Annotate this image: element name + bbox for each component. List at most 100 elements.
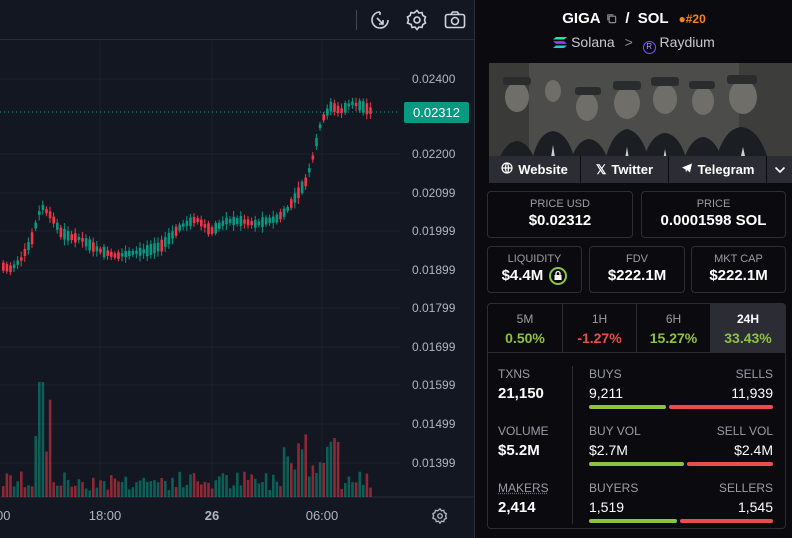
candle bbox=[178, 225, 181, 231]
candle bbox=[88, 239, 91, 250]
price-axis-label: 0.01999 bbox=[412, 224, 456, 238]
candle bbox=[236, 218, 239, 224]
time-axis-label: 00 bbox=[0, 508, 10, 523]
candle bbox=[366, 103, 369, 114]
tab-24h-label: 24H bbox=[711, 312, 785, 326]
candle bbox=[330, 102, 333, 112]
candlestick-chart[interactable]: 0.02400 0.02200 0.02099 0.01999 0.01899 0.017… bbox=[0, 41, 474, 538]
volume-bar bbox=[128, 489, 131, 497]
candle bbox=[99, 249, 102, 253]
candle bbox=[52, 217, 55, 224]
volume-bar bbox=[222, 473, 225, 497]
replay-icon[interactable] bbox=[368, 8, 392, 32]
volume-bar bbox=[297, 443, 300, 497]
volume-bar bbox=[319, 462, 322, 497]
volume-bar bbox=[81, 482, 84, 497]
mkt-cap-card: MKT CAP $222.1M bbox=[691, 246, 786, 293]
makers-value: 2,414 bbox=[498, 499, 536, 516]
candle bbox=[2, 263, 5, 271]
candle bbox=[211, 227, 214, 234]
more-links-button[interactable] bbox=[767, 156, 792, 183]
candle bbox=[117, 252, 120, 259]
sellers-label: SELLERS bbox=[719, 481, 773, 495]
candle bbox=[254, 220, 257, 228]
candle bbox=[286, 207, 289, 211]
volume-bar bbox=[272, 475, 275, 497]
tab-5m-label: 5M bbox=[488, 312, 562, 326]
buys-value: 9,211 bbox=[589, 385, 623, 401]
tab-24h[interactable]: 24H 33.43% bbox=[711, 304, 785, 352]
volume-bar bbox=[196, 481, 199, 497]
candle bbox=[81, 238, 84, 242]
buy-vol-value: $2.7M bbox=[589, 442, 628, 458]
gear-icon[interactable] bbox=[405, 8, 429, 32]
volume-bar bbox=[333, 438, 336, 497]
price-axis-label: 0.02400 bbox=[412, 72, 456, 86]
candle bbox=[182, 223, 185, 226]
volume-bar bbox=[157, 482, 160, 497]
candle bbox=[261, 217, 264, 227]
telegram-icon bbox=[681, 162, 693, 177]
price-usd-card: PRICE USD $0.02312 bbox=[487, 191, 633, 238]
chain-link[interactable]: Solana bbox=[571, 34, 615, 50]
buys-label: BUYS bbox=[589, 367, 622, 381]
volume-bar bbox=[265, 473, 268, 497]
candle bbox=[312, 155, 315, 159]
candle bbox=[344, 103, 347, 113]
candle bbox=[358, 101, 361, 111]
candle bbox=[214, 223, 217, 234]
volume-bar bbox=[304, 434, 307, 497]
tab-1h[interactable]: 1H -1.27% bbox=[563, 304, 637, 352]
volume-bar bbox=[340, 489, 343, 497]
candle bbox=[290, 199, 293, 208]
twitter-link[interactable]: 𝕏 Twitter bbox=[581, 156, 669, 183]
base-symbol: GIGA bbox=[562, 10, 600, 27]
candle bbox=[265, 218, 268, 225]
volume-bar bbox=[240, 485, 243, 497]
candle bbox=[92, 242, 95, 251]
volume-bar bbox=[204, 482, 207, 497]
price-native-label: PRICE bbox=[642, 198, 785, 210]
volume-bar bbox=[164, 481, 167, 497]
twitter-label: Twitter bbox=[611, 162, 653, 177]
volume-bar bbox=[186, 485, 189, 497]
volume-bar bbox=[110, 475, 113, 497]
volume-bar bbox=[290, 463, 293, 497]
candle bbox=[243, 220, 246, 224]
makers-label[interactable]: MAKERS bbox=[498, 481, 549, 495]
volume-bar bbox=[49, 400, 52, 497]
candle bbox=[351, 102, 354, 105]
copy-icon[interactable] bbox=[606, 11, 617, 28]
volume-bar bbox=[31, 486, 34, 497]
camera-icon[interactable] bbox=[443, 8, 467, 32]
candle bbox=[13, 264, 16, 268]
candle bbox=[355, 103, 358, 106]
volume-bar bbox=[322, 463, 325, 497]
chart-settings-icon[interactable] bbox=[431, 507, 449, 525]
candle bbox=[308, 168, 311, 172]
tab-5m[interactable]: 5M 0.50% bbox=[488, 304, 563, 352]
volume-bar bbox=[200, 484, 203, 497]
candle bbox=[168, 233, 171, 244]
txns-label: TXNS bbox=[498, 367, 530, 381]
candle bbox=[110, 252, 113, 257]
candle bbox=[9, 265, 12, 272]
x-icon: 𝕏 bbox=[596, 162, 606, 178]
pair-separator: / bbox=[625, 10, 629, 27]
lock-icon[interactable] bbox=[549, 267, 567, 285]
candle bbox=[135, 251, 138, 254]
candle bbox=[49, 211, 52, 218]
candle bbox=[96, 246, 99, 251]
website-link[interactable]: Website bbox=[489, 156, 581, 183]
candle bbox=[326, 108, 329, 115]
telegram-label: Telegram bbox=[698, 162, 755, 177]
dex-link[interactable]: Raydium bbox=[660, 34, 715, 50]
price-axis-label: 0.01399 bbox=[412, 456, 456, 470]
tab-5m-change: 0.50% bbox=[488, 330, 562, 346]
chain-dex-breadcrumb: Solana > R Raydium bbox=[475, 34, 792, 54]
tab-6h[interactable]: 6H 15.27% bbox=[637, 304, 711, 352]
buyers-label: BUYERS bbox=[589, 481, 638, 495]
candle bbox=[42, 205, 45, 210]
chart-pane[interactable]: 0.02400 0.02200 0.02099 0.01999 0.01899 0.017… bbox=[0, 0, 474, 538]
telegram-link[interactable]: Telegram bbox=[669, 156, 767, 183]
